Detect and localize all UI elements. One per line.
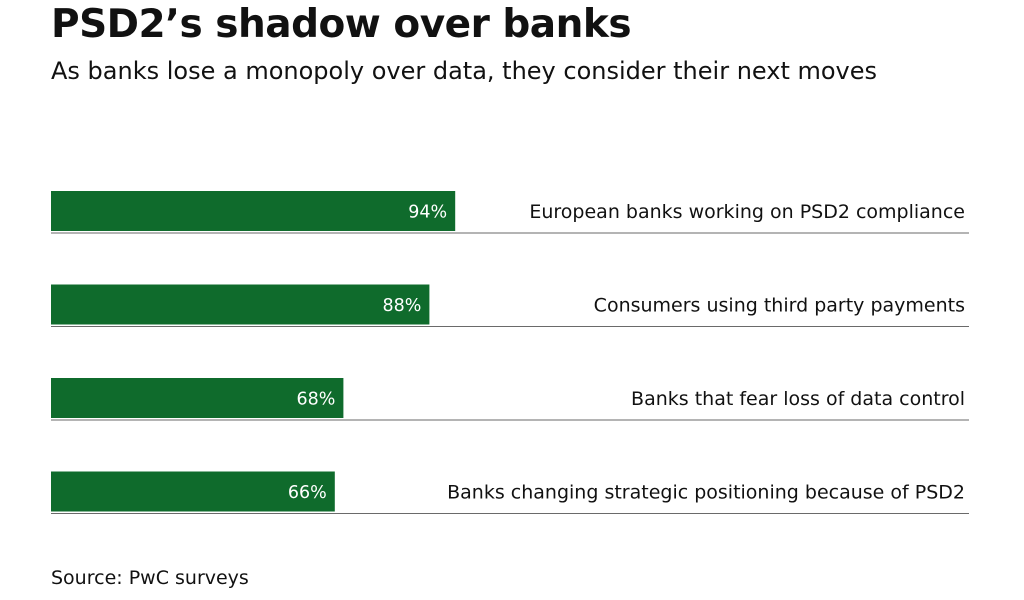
chart-title: PSD2’s shadow over banks <box>51 2 632 47</box>
category-label: Consumers using third party payments <box>594 295 965 317</box>
category-label: European banks working on PSD2 complianc… <box>529 201 965 223</box>
bar-1 <box>51 191 456 231</box>
bar-value-label: 88% <box>382 296 421 316</box>
chart-subtitle: As banks lose a monopoly over data, they… <box>51 57 878 85</box>
bar-2 <box>51 284 430 325</box>
category-label: Banks that fear loss of data control <box>631 388 965 410</box>
bar-value-label: 66% <box>288 483 327 503</box>
source-note: Source: PwC surveys <box>51 567 249 589</box>
category-label: Banks changing strategic positioning bec… <box>447 482 965 504</box>
bar-3 <box>51 378 344 418</box>
bar-value-label: 94% <box>408 203 447 223</box>
bar-value-label: 68% <box>296 390 335 410</box>
bar-4 <box>51 471 335 512</box>
